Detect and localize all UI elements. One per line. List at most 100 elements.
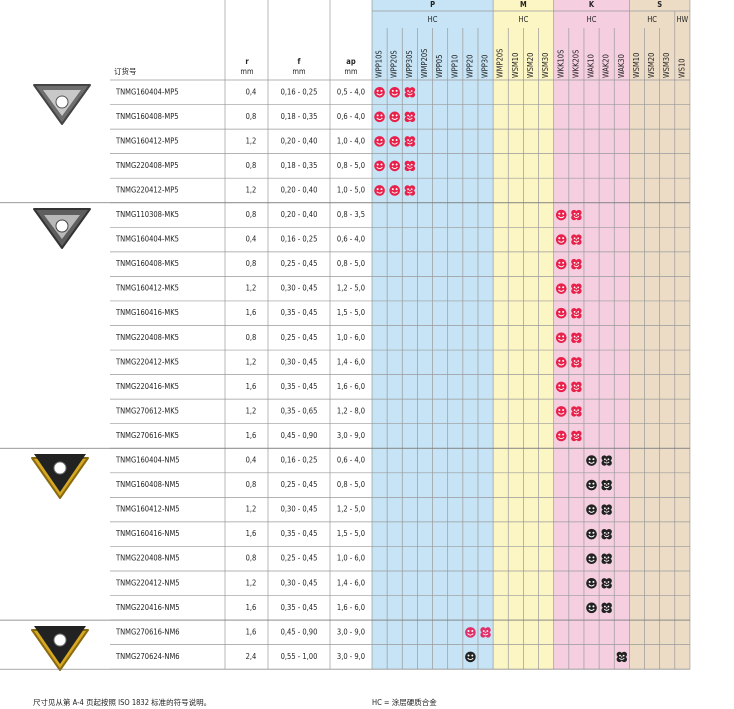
feed: 0,30 - 0,45 (281, 357, 318, 366)
feed: 0,35 - 0,45 (281, 308, 318, 317)
header-order: 订货号 (114, 66, 137, 76)
order-no: TNMG160412-NM5 (115, 505, 180, 514)
depth: 1,4 - 6,0 (337, 357, 365, 366)
grade-icon (585, 454, 598, 467)
backgrounds (372, 0, 690, 670)
insert-image-mp5 (33, 84, 91, 125)
order-no: TNMG160416-NM5 (115, 529, 180, 538)
depth: 0,6 - 4,0 (337, 112, 365, 121)
grade-icon (388, 160, 401, 172)
insert-image-nm5 (31, 454, 89, 499)
depth: 1,0 - 6,0 (337, 333, 365, 342)
grade-label: WAK10 (587, 54, 596, 78)
order-no: TNMG270612-MK5 (115, 406, 179, 415)
order-no: TNMG220416-MK5 (115, 382, 179, 391)
radius: 0,8 (246, 333, 257, 342)
grade-icon (555, 331, 568, 344)
grade-label: WPP20 (465, 55, 474, 78)
radius: 1,2 (246, 578, 257, 587)
order-no: TNMG270616-NM6 (115, 627, 180, 636)
depth: 0,8 - 5,0 (337, 259, 365, 268)
grade-icon (373, 160, 386, 172)
depth: 1,0 - 5,0 (337, 185, 365, 194)
order-no: TNMG270624-NM6 (115, 652, 180, 661)
radius: 0,8 (246, 480, 257, 489)
radius: 0,4 (246, 456, 257, 465)
depth: 0,8 - 3,5 (337, 210, 365, 219)
depth: 1,0 - 6,0 (337, 554, 365, 563)
grade-icon (388, 184, 401, 197)
header-ap: ap (346, 57, 356, 66)
feed: 0,35 - 0,45 (281, 603, 318, 612)
header-f: f (298, 57, 301, 66)
grade-icon (388, 111, 401, 123)
grade-label: WMP20S (496, 49, 505, 78)
order-no: TNMG160408-NM5 (115, 480, 180, 489)
radius: 1,2 (246, 136, 257, 145)
radius: 0,8 (246, 112, 257, 121)
feed: 0,55 - 1,00 (281, 652, 318, 661)
order-no: TNMG220416-NM5 (115, 603, 180, 612)
feed: 0,35 - 0,65 (281, 406, 318, 415)
depth: 1,5 - 5,0 (337, 308, 365, 317)
feed: 0,35 - 0,45 (281, 529, 318, 538)
grade-label: WSM30 (541, 53, 550, 78)
order-no: TNMG160404-MP5 (115, 87, 179, 96)
radius: 1,6 (246, 382, 257, 391)
radius: 1,6 (246, 308, 257, 317)
order-no: TNMG160412-MP5 (115, 136, 179, 145)
grade-label: WKK20S (571, 50, 580, 78)
radius: 1,6 (246, 529, 257, 538)
grade-icon (555, 233, 568, 246)
coating-label: HC (428, 15, 438, 24)
depth: 1,6 - 6,0 (337, 382, 365, 391)
header-r: r (245, 57, 249, 66)
radius: 0,4 (246, 87, 257, 96)
grade-icon (585, 479, 598, 491)
order-no: TNMG220408-MP5 (115, 161, 179, 170)
grade-label: WS10 (677, 58, 686, 78)
depth: 3,0 - 9,0 (337, 652, 365, 661)
grade-label: WPP10S (375, 50, 384, 78)
group-label: P (430, 0, 435, 9)
grade-label: WSM10 (632, 53, 641, 78)
grade-icon (555, 381, 568, 393)
radius: 1,6 (246, 603, 257, 612)
grade-icon (464, 626, 477, 639)
feed: 0,20 - 0,40 (281, 210, 318, 219)
group-label: M (520, 0, 527, 9)
coating-label: HC (587, 15, 597, 24)
radius: 1,2 (246, 505, 257, 514)
grade-icon (585, 528, 598, 540)
grade-icon (585, 552, 598, 565)
feed: 0,16 - 0,25 (281, 456, 318, 465)
radius: 2,4 (246, 652, 257, 661)
grade-icon (373, 184, 386, 197)
insert-image-nm6 (31, 626, 89, 671)
grade-icon (555, 307, 568, 320)
grade-label: WAK30 (617, 54, 626, 78)
order-no: TNMG160408-MP5 (115, 112, 179, 121)
radius: 0,4 (246, 235, 257, 244)
grade-label: WAK20 (602, 54, 611, 78)
feed: 0,30 - 0,45 (281, 505, 318, 514)
header-unit: mm (240, 67, 253, 76)
grade-label: WKK10S (556, 50, 565, 78)
radius: 1,2 (246, 284, 257, 293)
grade-icon (464, 651, 477, 663)
grade-icon (555, 209, 568, 221)
coating-label: HW (676, 15, 688, 24)
grade-icon (555, 405, 568, 418)
feed: 0,25 - 0,45 (281, 333, 318, 342)
grade-icon (555, 356, 568, 369)
order-no: TNMG160404-MK5 (115, 235, 179, 244)
grade-icon (585, 577, 598, 590)
depth: 0,6 - 4,0 (337, 235, 365, 244)
group-label: S (657, 0, 662, 9)
group-label: K (589, 0, 595, 9)
grade-icon (373, 111, 386, 123)
depth: 1,2 - 5,0 (337, 505, 365, 514)
grade-icon (585, 503, 598, 516)
feed: 0,25 - 0,45 (281, 554, 318, 563)
